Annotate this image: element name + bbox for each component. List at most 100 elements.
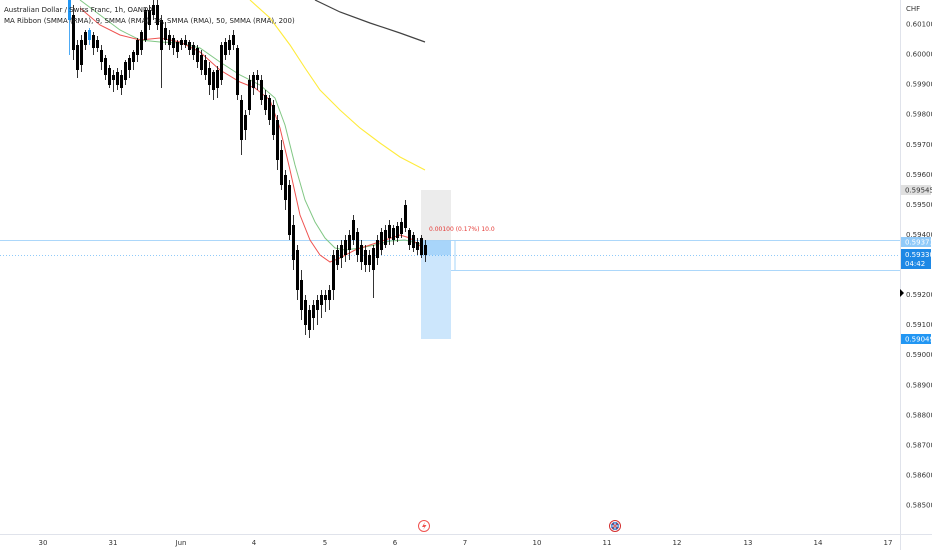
time-tick: 11 bbox=[603, 539, 612, 547]
time-tick: 14 bbox=[814, 539, 823, 547]
candle-body bbox=[416, 242, 419, 250]
candle-body bbox=[164, 28, 167, 40]
candle-body bbox=[252, 75, 255, 88]
symbol-title: Australian Dollar / Swiss Franc, 1h, OAN… bbox=[4, 6, 154, 14]
flag-icon[interactable] bbox=[609, 520, 621, 532]
position-annotation: 0.00100 (0.17%) 10.0 bbox=[429, 226, 495, 233]
candle-body bbox=[124, 62, 127, 80]
position-zones[interactable] bbox=[0, 190, 900, 339]
candle-body bbox=[396, 226, 399, 238]
time-tick: 6 bbox=[393, 539, 398, 547]
candle-body bbox=[408, 230, 411, 245]
candle-body bbox=[128, 58, 131, 70]
candle-body bbox=[216, 70, 219, 88]
candle-body bbox=[280, 150, 283, 185]
current-price-bg bbox=[901, 249, 931, 269]
candle-body bbox=[188, 42, 191, 50]
candle-body bbox=[140, 32, 143, 50]
candle-body bbox=[264, 95, 267, 110]
candle-body bbox=[200, 55, 203, 70]
time-tick: 17 bbox=[884, 539, 893, 547]
time-tick: 13 bbox=[744, 539, 753, 547]
candle-body bbox=[404, 205, 407, 228]
candle-body bbox=[148, 10, 151, 25]
candle-body bbox=[132, 52, 135, 62]
candle-body bbox=[388, 225, 391, 238]
candles[interactable] bbox=[68, 0, 427, 338]
candle-body bbox=[184, 40, 187, 45]
time-tick: 31 bbox=[109, 539, 118, 547]
candle-body bbox=[112, 75, 115, 80]
candle-body bbox=[236, 48, 239, 95]
candle-body bbox=[424, 245, 427, 255]
candle-body bbox=[372, 248, 375, 270]
candle-body bbox=[284, 175, 287, 200]
target-price-label-bg bbox=[901, 334, 931, 344]
stop-price-label-bg bbox=[901, 185, 931, 195]
candle-body bbox=[120, 75, 123, 88]
candle-body bbox=[368, 255, 371, 265]
candle-body bbox=[320, 295, 323, 305]
candle-body bbox=[76, 45, 79, 70]
candle-body bbox=[136, 40, 139, 55]
candle-body bbox=[316, 300, 319, 310]
candle-body bbox=[108, 68, 111, 85]
time-tick: 4 bbox=[252, 539, 257, 547]
stop-price-label: 0.59545 bbox=[905, 187, 932, 195]
candle-body bbox=[212, 72, 215, 90]
candle-body bbox=[172, 38, 175, 48]
candle-body bbox=[344, 240, 347, 255]
candle-body bbox=[104, 58, 107, 75]
indicator-title: MA Ribbon (SMMA (RMA), 9, SMMA (RMA), 14… bbox=[4, 17, 295, 25]
candle-body bbox=[68, 0, 71, 20]
cursor-marker bbox=[900, 289, 904, 297]
candle-body bbox=[364, 250, 367, 265]
candle-body bbox=[244, 115, 247, 130]
candle-body bbox=[356, 232, 359, 255]
candle-body bbox=[208, 68, 211, 85]
candle-body bbox=[336, 250, 339, 265]
time-axis[interactable]: 30 31 Jun 4 5 6 7 10 11 12 13 14 17 bbox=[39, 539, 893, 547]
candle-body bbox=[168, 35, 171, 45]
candle-body bbox=[296, 250, 299, 290]
candle-body bbox=[96, 40, 99, 48]
take-profit-zone bbox=[421, 241, 451, 339]
candle-body bbox=[288, 185, 291, 235]
target-price-label: 0.59049 bbox=[905, 336, 932, 344]
stop-loss-zone bbox=[421, 190, 451, 241]
candle-body bbox=[180, 40, 183, 45]
candle-body bbox=[304, 300, 307, 325]
candle-body bbox=[256, 75, 259, 80]
candle-body bbox=[192, 45, 195, 55]
candle-body bbox=[176, 42, 179, 52]
candle-body bbox=[352, 220, 355, 240]
lightning-icon[interactable] bbox=[418, 520, 430, 532]
candle-body bbox=[232, 35, 235, 45]
candle-body bbox=[392, 228, 395, 240]
moving-averages bbox=[79, 0, 426, 263]
candle-body bbox=[376, 240, 379, 258]
candle-body bbox=[292, 225, 295, 260]
entry-price-label-bg bbox=[901, 237, 931, 247]
time-tick: 7 bbox=[463, 539, 467, 547]
candle-body bbox=[240, 100, 243, 140]
candle-body bbox=[88, 30, 91, 40]
candle-body bbox=[156, 5, 159, 25]
candle-body bbox=[152, 5, 155, 15]
candle-body bbox=[360, 245, 363, 262]
candle-body bbox=[420, 238, 423, 255]
time-tick: 12 bbox=[673, 539, 682, 547]
candle-body bbox=[340, 245, 343, 258]
